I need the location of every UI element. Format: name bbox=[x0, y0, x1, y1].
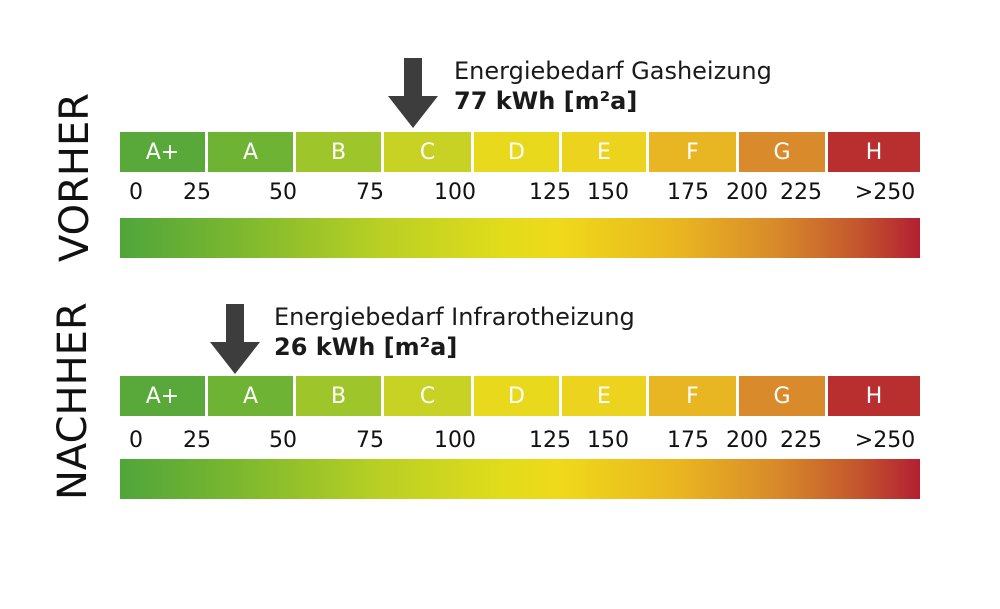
tick-label: 0 bbox=[129, 428, 143, 453]
tick-label: 125 bbox=[529, 180, 571, 205]
tick-label: 225 bbox=[780, 180, 822, 205]
class-cell: F bbox=[649, 376, 739, 416]
panel-vorher: VORHER Energiebedarf Gasheizung 77 kWh [… bbox=[0, 0, 1000, 300]
class-cell: A+ bbox=[120, 376, 208, 416]
headline-title: Energiebedarf Gasheizung bbox=[454, 57, 772, 85]
gradient-bar-vorher bbox=[120, 218, 920, 258]
tick-label: 150 bbox=[587, 180, 629, 205]
tick-label: 100 bbox=[434, 428, 476, 453]
down-arrow-icon bbox=[210, 304, 260, 374]
class-cell: B bbox=[296, 376, 384, 416]
class-cell: A+ bbox=[120, 132, 208, 172]
down-arrow-icon bbox=[388, 58, 438, 128]
tick-label: 200 bbox=[726, 428, 768, 453]
class-cell: C bbox=[384, 376, 474, 416]
tick-label: 225 bbox=[780, 428, 822, 453]
headline-nachher: Energiebedarf Infrarotheizung 26 kWh [m²… bbox=[274, 302, 635, 362]
headline-vorher: Energiebedarf Gasheizung 77 kWh [m²a] bbox=[454, 56, 772, 116]
tick-label: 25 bbox=[183, 428, 211, 453]
class-row-vorher: A+ A B C D E F G H bbox=[120, 132, 920, 172]
class-cell: F bbox=[649, 132, 739, 172]
gradient-bar-nachher bbox=[120, 459, 920, 499]
class-cell: H bbox=[828, 376, 920, 416]
headline-title: Energiebedarf Infrarotheizung bbox=[274, 303, 635, 331]
tick-row-nachher: 0 25 50 75 100 125 150 175 200 225 >250 bbox=[120, 428, 920, 458]
class-cell: C bbox=[384, 132, 474, 172]
tick-label: 75 bbox=[356, 428, 384, 453]
headline-value: 77 kWh [m²a] bbox=[454, 87, 638, 115]
headline-value: 26 kWh [m²a] bbox=[274, 333, 458, 361]
side-label-nachher: NACHHER bbox=[50, 302, 96, 500]
class-row-nachher: A+ A B C D E F G H bbox=[120, 376, 920, 416]
tick-label: 100 bbox=[434, 180, 476, 205]
tick-label: 25 bbox=[183, 180, 211, 205]
tick-label: 175 bbox=[667, 180, 709, 205]
class-cell: D bbox=[474, 376, 562, 416]
tick-label: 50 bbox=[269, 180, 297, 205]
tick-label: >250 bbox=[854, 428, 916, 453]
tick-label: >250 bbox=[854, 180, 916, 205]
tick-label: 50 bbox=[269, 428, 297, 453]
class-cell: H bbox=[828, 132, 920, 172]
class-cell: D bbox=[474, 132, 562, 172]
class-cell: G bbox=[739, 376, 828, 416]
tick-label: 150 bbox=[587, 428, 629, 453]
class-cell: G bbox=[739, 132, 828, 172]
tick-label: 0 bbox=[129, 180, 143, 205]
class-cell: E bbox=[562, 376, 649, 416]
tick-label: 75 bbox=[356, 180, 384, 205]
class-cell: A bbox=[208, 376, 296, 416]
tick-row-vorher: 0 25 50 75 100 125 150 175 200 225 >250 bbox=[120, 180, 920, 210]
class-cell: B bbox=[296, 132, 384, 172]
tick-label: 125 bbox=[529, 428, 571, 453]
tick-label: 175 bbox=[667, 428, 709, 453]
tick-label: 200 bbox=[726, 180, 768, 205]
class-cell: E bbox=[562, 132, 649, 172]
class-cell: A bbox=[208, 132, 296, 172]
